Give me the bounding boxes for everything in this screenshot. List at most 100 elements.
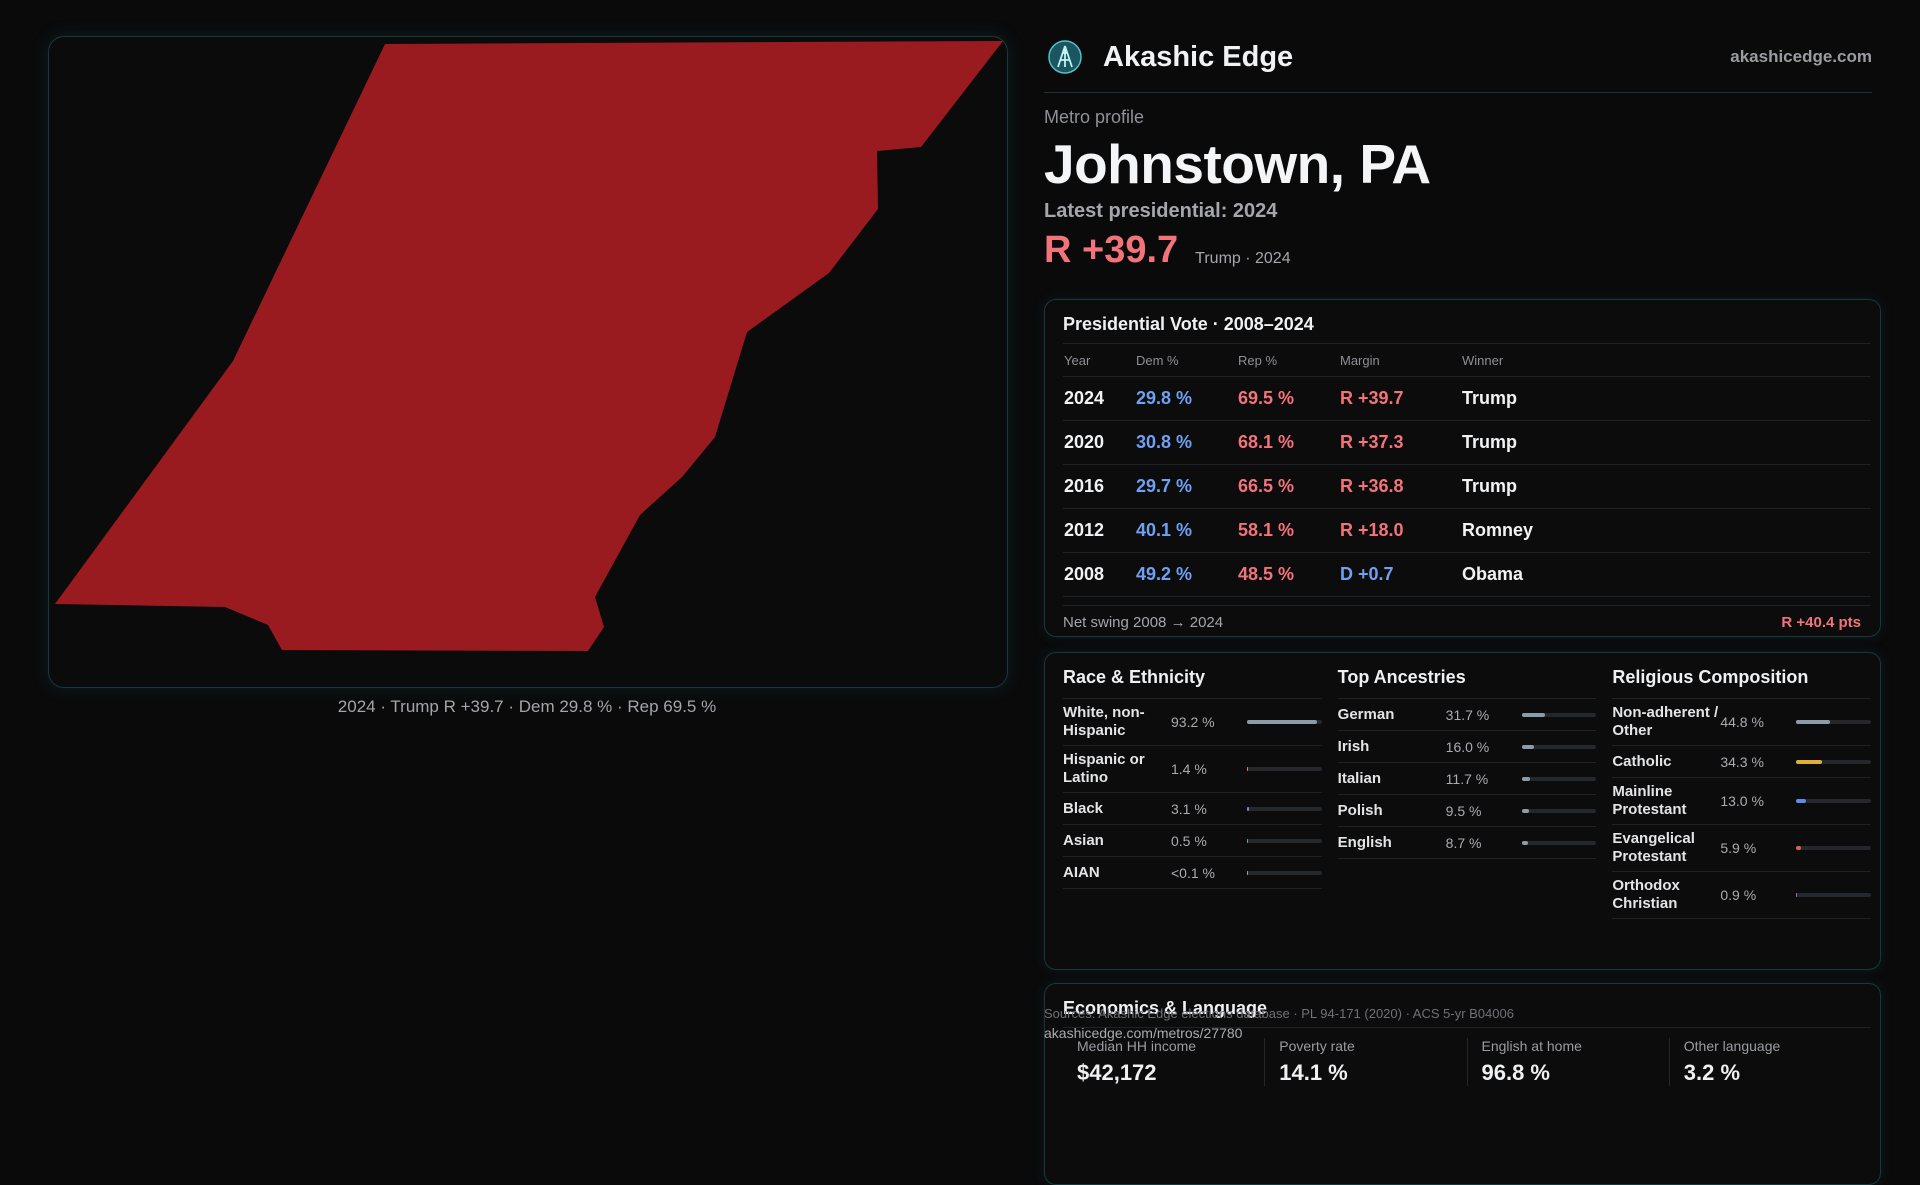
county-shape[interactable]	[55, 41, 1003, 651]
list-item: Catholic 34.3 %	[1612, 746, 1872, 778]
row-label: Black	[1063, 799, 1104, 817]
cell-dem: 40.1 %	[1135, 508, 1237, 553]
row-value: 13.0 %	[1720, 793, 1764, 809]
metric-label: Median HH income	[1077, 1038, 1197, 1054]
profile-panel: Akashic Edge akashicedge.com Metro profi…	[1044, 36, 1881, 1185]
race-title: Race & Ethnicity	[1063, 653, 1322, 699]
cell-winner: Trump	[1461, 420, 1871, 465]
row-bar-fill	[1521, 776, 1531, 781]
latest-presidential-label: Latest presidential: 2024	[1044, 200, 1278, 222]
list-item: Hispanic or Latino 1.4 %	[1063, 746, 1322, 793]
cell-winner: Obama	[1461, 552, 1871, 597]
row-bar-fill	[1247, 870, 1248, 875]
vote-table: Year Dem % Rep % Margin Winner 2024 29.8…	[1063, 344, 1871, 597]
row-label: Evangelical Protestant	[1612, 830, 1695, 865]
row-label: White, non-Hispanic	[1063, 704, 1145, 739]
row-value: 16.0 %	[1445, 738, 1490, 755]
row-value: 93.2 %	[1171, 714, 1215, 730]
religion-column: Religious Composition Non-adherent / Oth…	[1612, 653, 1872, 919]
list-item: Polish 9.5 %	[1337, 795, 1597, 827]
list-item: English 8.7 %	[1337, 827, 1597, 859]
metric-median-income: Median HH income $42,172	[1063, 1038, 1264, 1086]
col-winner: Winner	[1461, 344, 1871, 377]
row-label: Non-adherent / Other	[1612, 704, 1719, 739]
cell-margin: R +37.3	[1339, 420, 1461, 465]
net-swing-value: R +40.4 pts	[1781, 614, 1861, 631]
row-label: Asian	[1063, 831, 1104, 849]
row-bar	[1796, 799, 1872, 803]
cell-rep: 68.1 %	[1237, 420, 1339, 465]
row-value: <0.1 %	[1171, 864, 1215, 881]
row-value: 3.1 %	[1171, 800, 1207, 817]
table-row: 2008 49.2 % 48.5 % D +0.7 Obama	[1063, 552, 1871, 597]
cell-dem: 49.2 %	[1135, 552, 1237, 597]
row-bar-fill	[1521, 712, 1546, 717]
county-map	[48, 36, 1008, 688]
list-item: German 31.7 %	[1337, 699, 1597, 731]
cell-winner: Trump	[1461, 376, 1871, 421]
metric-label: English at home	[1481, 1038, 1582, 1054]
row-bar	[1521, 776, 1597, 781]
row-value: 9.5 %	[1445, 802, 1482, 819]
row-bar	[1796, 720, 1872, 724]
row-value: 34.3 %	[1720, 753, 1764, 770]
row-bar-fill	[1796, 720, 1830, 724]
list-item: Black 3.1 %	[1063, 793, 1322, 825]
cell-dem: 30.8 %	[1135, 420, 1237, 465]
list-item: Mainline Protestant 13.0 %	[1612, 778, 1872, 825]
metric-label: Other language	[1683, 1038, 1781, 1054]
cell-year: 2012	[1063, 508, 1135, 553]
presidential-vote-card: Presidential Vote · 2008–2024 Year Dem %…	[1044, 299, 1881, 637]
row-bar-fill	[1247, 838, 1248, 843]
page-title: Johnstown, PA	[1044, 133, 1431, 195]
cell-year: 2016	[1063, 464, 1135, 509]
ancestry-title: Top Ancestries	[1337, 653, 1597, 699]
brand-name: Akashic Edge	[1103, 40, 1294, 73]
table-row: 2024 29.8 % 69.5 % R +39.7 Trump	[1063, 376, 1871, 421]
list-item: Irish 16.0 %	[1337, 731, 1597, 763]
row-bar	[1247, 838, 1322, 843]
metric-other-language: Other language 3.2 %	[1668, 1038, 1871, 1086]
list-item: Asian 0.5 %	[1063, 825, 1322, 857]
sources-note: Sources: Akashic Edge elections database…	[1044, 1006, 1514, 1021]
row-label: Polish	[1337, 801, 1383, 819]
row-value: 0.9 %	[1720, 887, 1757, 903]
row-bar-fill	[1796, 893, 1798, 897]
row-label: Mainline Protestant	[1612, 783, 1687, 818]
page-url-link[interactable]: akashicedge.com/metros/27780	[1044, 1025, 1243, 1041]
row-label: Hispanic or Latino	[1063, 751, 1145, 786]
list-item: AIAN <0.1 %	[1063, 857, 1322, 889]
cell-margin: R +36.8	[1339, 464, 1461, 509]
latest-margin-sub: Trump · 2024	[1195, 250, 1291, 267]
list-item: Non-adherent / Other 44.8 %	[1612, 699, 1872, 746]
ancestries-column: Top Ancestries German 31.7 % Irish 16.0 % It…	[1337, 653, 1597, 919]
row-bar-fill	[1796, 759, 1822, 764]
cell-year: 2020	[1063, 420, 1135, 465]
row-bar-fill	[1521, 808, 1529, 813]
row-label: Catholic	[1612, 752, 1672, 770]
list-item: Orthodox Christian 0.9 %	[1612, 872, 1872, 919]
cell-winner: Romney	[1461, 508, 1871, 553]
vote-card-title: Presidential Vote · 2008–2024	[1063, 300, 1871, 344]
row-bar-fill	[1247, 767, 1249, 771]
row-value: 0.5 %	[1171, 832, 1207, 849]
row-label: Orthodox Christian	[1612, 877, 1680, 912]
cell-rep: 66.5 %	[1237, 464, 1339, 509]
race-ethnicity-column: Race & Ethnicity White, non-Hispanic 93.2…	[1063, 653, 1322, 919]
cell-year: 2024	[1063, 376, 1135, 421]
cell-dem: 29.7 %	[1135, 464, 1237, 509]
row-value: 1.4 %	[1171, 761, 1207, 777]
economics-title: Economics & Language	[1063, 984, 1871, 1028]
cell-margin: D +0.7	[1339, 552, 1461, 597]
row-value: 8.7 %	[1445, 834, 1482, 851]
vote-table-header: Year Dem % Rep % Margin Winner	[1063, 344, 1871, 377]
row-label: Italian	[1337, 769, 1382, 787]
metric-label: Poverty rate	[1279, 1038, 1355, 1054]
row-bar	[1521, 744, 1597, 749]
row-label: English	[1337, 833, 1392, 851]
row-bar-fill	[1796, 799, 1807, 803]
row-bar-fill	[1521, 840, 1529, 845]
list-item: White, non-Hispanic 93.2 %	[1063, 699, 1322, 746]
metric-english-at-home: English at home 96.8 %	[1466, 1038, 1669, 1086]
site-link[interactable]: akashicedge.com	[1730, 47, 1872, 66]
